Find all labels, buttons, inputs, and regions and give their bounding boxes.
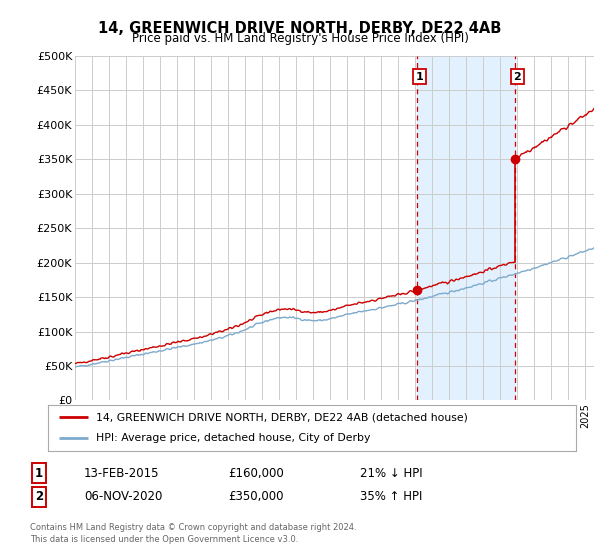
Text: 35% ↑ HPI: 35% ↑ HPI bbox=[360, 490, 422, 503]
Text: Price paid vs. HM Land Registry's House Price Index (HPI): Price paid vs. HM Land Registry's House … bbox=[131, 32, 469, 45]
Text: 13-FEB-2015: 13-FEB-2015 bbox=[84, 466, 160, 480]
Text: £350,000: £350,000 bbox=[228, 490, 284, 503]
Text: 14, GREENWICH DRIVE NORTH, DERBY, DE22 4AB (detached house): 14, GREENWICH DRIVE NORTH, DERBY, DE22 4… bbox=[95, 412, 467, 422]
Bar bbox=[417, 56, 515, 400]
Text: 1: 1 bbox=[416, 72, 424, 82]
Text: 2: 2 bbox=[514, 72, 521, 82]
Text: HPI: Average price, detached house, City of Derby: HPI: Average price, detached house, City… bbox=[95, 433, 370, 444]
Text: £160,000: £160,000 bbox=[228, 466, 284, 480]
Text: Contains HM Land Registry data © Crown copyright and database right 2024.: Contains HM Land Registry data © Crown c… bbox=[30, 523, 356, 532]
Text: 2: 2 bbox=[35, 490, 43, 503]
Text: This data is licensed under the Open Government Licence v3.0.: This data is licensed under the Open Gov… bbox=[30, 535, 298, 544]
Text: 14, GREENWICH DRIVE NORTH, DERBY, DE22 4AB: 14, GREENWICH DRIVE NORTH, DERBY, DE22 4… bbox=[98, 21, 502, 36]
Text: 1: 1 bbox=[35, 466, 43, 480]
Text: 06-NOV-2020: 06-NOV-2020 bbox=[84, 490, 163, 503]
Text: 21% ↓ HPI: 21% ↓ HPI bbox=[360, 466, 422, 480]
